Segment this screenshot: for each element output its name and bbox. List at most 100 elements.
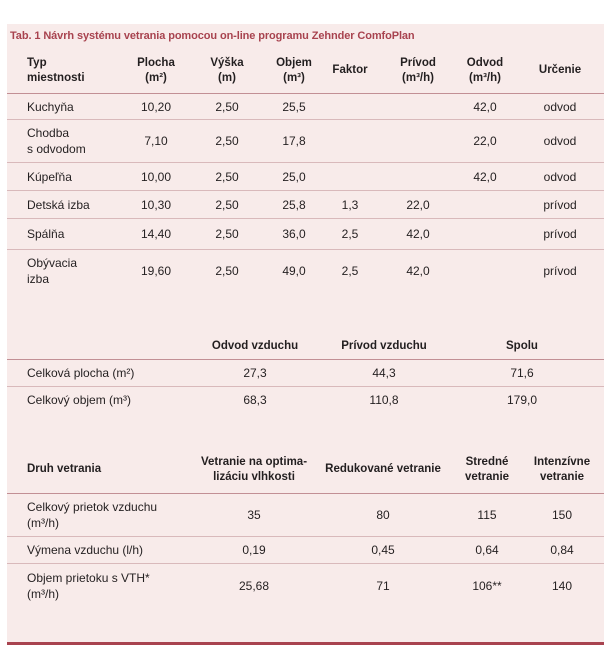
rooms-cell-type: Kúpeľňa [27,163,119,190]
totals-row-label-line: Celková plocha (m²) [27,366,135,380]
ventilation-header-0-line: Druh vetrania [27,463,102,475]
rooms-table-row: Detská izba 10,30 2,50 25,8 1,3 22,0 prívod [7,191,604,219]
ventilation-table-row: Celkový prietok vzduchu (m³/h) 35 80 115 150 [7,494,604,537]
rooms-cell-height: 2,50 [215,169,239,184]
rooms-cell-exhaust: 42,0 [473,99,497,114]
totals-cell: 44,3 [372,366,396,380]
rooms-cell-type: Detská izba [27,191,119,218]
rooms-cell-exhaust [445,191,525,218]
ventilation-header-row: Druh vetrania Vetranie na optima-lizáciu … [7,446,604,494]
rooms-cell-type-line: s odvodom [27,142,86,156]
ventilation-cell: 140 [551,579,573,593]
rooms-cell-height: 2,50 [215,263,239,278]
rooms-header-area-line: Plocha [137,56,175,69]
rooms-cell-factor: 2,5 [341,263,359,278]
ventilation-row-label-line: (m³/h) [27,516,59,530]
rooms-header-volume-line: (m³) [283,71,305,84]
rooms-cell-exhaust [445,250,525,291]
rooms-table-row: Kuchyňa 10,20 2,50 25,5 42,0 odvod [7,94,604,120]
ventilation-header-4: Intenzívne vetranie [521,446,603,493]
totals-table-row: Celková plocha (m²) 27,3 44,3 71,6 [7,360,604,387]
rooms-cell-supply: 42,0 [406,227,430,241]
ventilation-header-2: Redukované vetranie [321,446,445,493]
rooms-cell-volume: 36,0 [282,227,306,241]
rooms-cell-factor: 1,3 [341,197,359,212]
rooms-cell-area: 19,60 [140,263,172,278]
totals-header-0 [27,333,217,359]
ventilation-row-label-line: Celkový prietok vzduchu [27,500,158,514]
rooms-header-factor-line: Faktor [332,64,368,76]
totals-row-label-line: Celkový objem (m³) [27,393,132,407]
ventilation-header-4-line: Intenzívne [533,455,591,468]
ventilation-row-label: Výmena vzduchu (l/h) [27,537,197,563]
rooms-cell-type-line: Spálňa [27,227,65,241]
ventilation-header-4-line: vetranie [539,470,585,483]
rooms-header-type-line: miestnosti [27,71,85,84]
rooms-cell-type-line: Detská izba [27,197,90,212]
rooms-cell-purpose: odvod [543,99,577,114]
rooms-header-volume: Objem (m³) [261,48,327,93]
rooms-table-row: Chodba s odvodom 7,10 2,50 17,8 22,0 odvod [7,120,604,163]
ventilation-header-0: Druh vetrania [27,446,197,493]
rooms-header-height: Výška (m) [193,48,261,93]
ventilation-cell: 0,84 [550,543,574,557]
rooms-header-supply-line: (m³/h) [402,71,434,84]
rooms-header-exhaust: Odvod (m³/h) [445,48,525,93]
rooms-cell-height: 2,50 [215,99,239,114]
ventilation-cell: 150 [551,508,573,522]
rooms-table: Typ miestnosti Plocha (m²) Výška (m) Objem (m³)… [7,48,604,291]
totals-row-label: Celková plocha (m²) [27,360,217,386]
rooms-cell-type-line: Kuchyňa [27,99,74,114]
rooms-cell-exhaust [445,219,525,249]
ventilation-row-label-line: Výmena vzduchu (l/h) [27,543,144,557]
rooms-cell-volume: 25,0 [282,169,306,184]
rooms-header-type: Typ miestnosti [27,48,119,93]
rooms-cell-type: Obývacia izba [27,250,119,291]
rooms-header-supply-line: Prívod [400,56,436,69]
rooms-header-purpose: Určenie [525,48,595,93]
rooms-cell-area: 10,00 [140,169,172,184]
rooms-header-supply: Prívod (m³/h) [373,48,463,93]
rooms-cell-purpose: odvod [543,169,577,184]
totals-cell: 68,3 [243,393,267,407]
rooms-cell-height: 2,50 [215,134,239,148]
bottom-rule [7,642,604,645]
rooms-cell-area: 14,40 [140,227,172,241]
totals-cell: 110,8 [369,393,399,407]
table-panel [7,24,604,642]
rooms-header-area-line: (m²) [145,71,167,84]
totals-table: Odvod vzduchu Prívod vzduchu Spolu Celková … [7,333,604,413]
ventilation-header-3-line: Stredné [465,455,509,468]
rooms-cell-type-line: Obývacia [27,255,78,270]
rooms-table-row: Kúpeľňa 10,00 2,50 25,0 42,0 odvod [7,163,604,191]
rooms-cell-purpose: prívod [543,263,577,278]
totals-header-3: Spolu [506,339,538,352]
rooms-header-height-line: Výška [210,56,244,69]
ventilation-row-label-line: Objem prietoku s VTH* [27,571,150,585]
ventilation-header-3-line: vetranie [464,470,510,483]
rooms-cell-type: Spálňa [27,219,119,249]
rooms-header-exhaust-line: (m³/h) [469,71,501,84]
rooms-cell-exhaust: 42,0 [473,169,497,184]
ventilation-header-1-line: Vetranie na optima- [200,455,308,468]
ventilation-cell: 25,68 [238,579,270,593]
ventilation-cell: 80 [376,508,390,522]
rooms-header-height-line: (m) [218,71,236,84]
totals-header-2: Prívod vzduchu [341,339,427,352]
totals-table-row: Celkový objem (m³) 68,3 110,8 179,0 [7,387,604,413]
rooms-cell-purpose: prívod [543,197,577,212]
rooms-cell-type-line: Kúpeľňa [27,169,72,184]
rooms-cell-supply: 42,0 [406,263,430,278]
rooms-cell-purpose: prívod [543,227,577,241]
rooms-cell-type: Chodba s odvodom [27,120,119,162]
ventilation-table-row: Objem prietoku s VTH* (m³/h) 25,68 71 106** 1… [7,564,604,608]
totals-cell: 71,6 [510,366,534,380]
ventilation-row-label-line: (m³/h) [27,587,59,601]
totals-header-row: Odvod vzduchu Prívod vzduchu Spolu [7,333,604,360]
ventilation-header-3: Stredné vetranie [445,446,529,493]
rooms-cell-height: 2,50 [215,197,239,212]
ventilation-header-1: Vetranie na optima-lizáciu vlhkosti [187,446,321,493]
rooms-cell-type: Kuchyňa [27,94,119,119]
totals-cell: 179,0 [506,393,538,407]
rooms-header-volume-line: Objem [276,56,312,69]
